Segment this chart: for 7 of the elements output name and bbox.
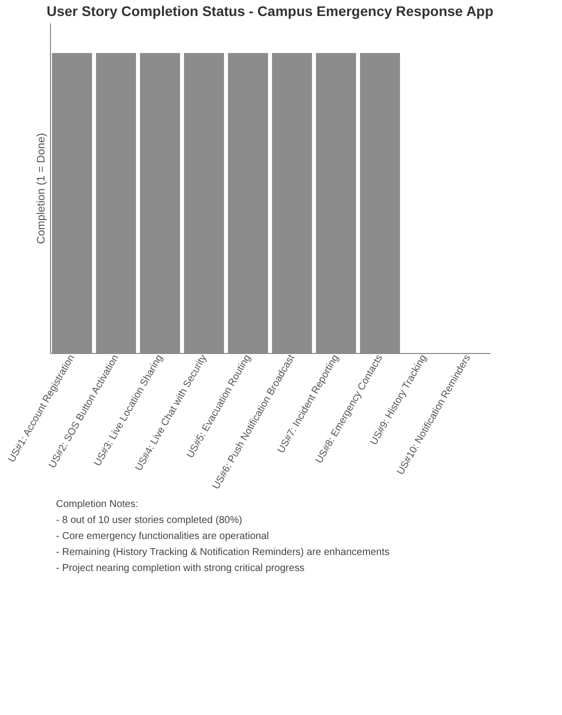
chart-title: User Story Completion Status - Campus Emergency Response App xyxy=(46,3,494,19)
text: - Core emergency functionalities are operational xyxy=(56,531,269,542)
text: Completion Notes: xyxy=(56,499,138,510)
y-axis-title: Completion (1 = Done) xyxy=(36,133,48,244)
text: - 8 out of 10 user stories completed (80%) xyxy=(56,515,242,526)
text: - Project nearing completion with strong critical progress xyxy=(56,563,304,574)
text: - Remaining (History Tracking & Notification Reminders) are enhancements xyxy=(56,547,390,558)
